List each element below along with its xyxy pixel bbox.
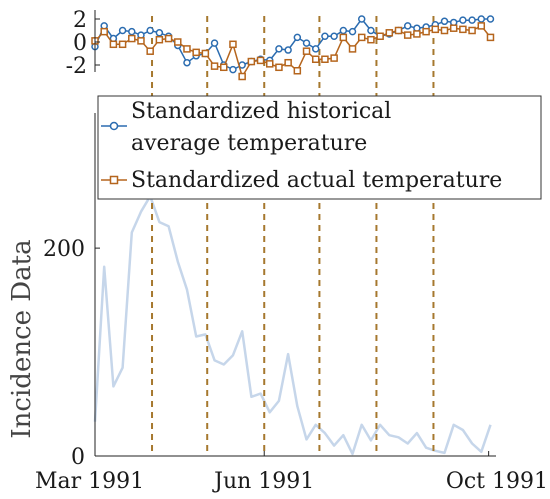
actual-temp-point: [275, 63, 283, 72]
actual-temp-point: [413, 30, 421, 38]
actual-temp-point: [155, 35, 164, 44]
actual-temp-point: [394, 26, 403, 35]
temperature-y-tick-label: -2: [66, 54, 87, 79]
historical-temp-point: [311, 45, 320, 53]
actual-temp-point: [201, 49, 210, 58]
historical-temp-point: [302, 39, 311, 47]
actual-temp-point: [302, 47, 311, 55]
incidence-line: [93, 194, 492, 456]
historical-temp-point: [348, 27, 357, 36]
actual-temp-line: [94, 25, 492, 78]
actual-temp-point: [256, 56, 265, 65]
actual-temp-point: [422, 27, 430, 36]
historical-temp-point: [284, 46, 292, 54]
event-markers: [151, 16, 435, 456]
actual-temp-point: [357, 33, 366, 42]
x-tick-label: Jun 1991: [212, 469, 314, 494]
incidence-y-tick-label: 200: [43, 237, 85, 262]
actual-temp-point: [192, 48, 200, 57]
temperature-plot: [91, 15, 495, 81]
historical-temp-line: [94, 18, 491, 71]
actual-temp-point: [321, 55, 329, 63]
actual-temp-point: [284, 58, 292, 67]
actual-temp-point: [385, 29, 394, 37]
actual-temp-point: [164, 34, 173, 43]
actual-temp-point: [348, 45, 357, 53]
legend-box: [97, 95, 542, 200]
historical-temp-point: [339, 26, 348, 35]
actual-temp-point: [293, 67, 302, 75]
historical-temp-point: [229, 65, 237, 74]
actual-temp-point: [449, 24, 458, 32]
x-tick-label: Oct 1991: [446, 469, 548, 494]
historical-temp-point: [155, 29, 164, 37]
actual-temp-point: [100, 27, 108, 36]
incidence-y-tick-label: 0: [71, 445, 85, 470]
legend-marker-actual: [109, 175, 119, 185]
actual-temp-point: [477, 22, 486, 30]
actual-temp-point: [330, 54, 338, 62]
historical-temp-point: [403, 22, 412, 30]
actual-temp-point: [118, 40, 127, 49]
historical-temp-point: [183, 58, 191, 67]
actual-temp-point: [220, 63, 228, 72]
actual-temp-point: [174, 38, 182, 46]
actual-temp-point: [486, 33, 495, 42]
actual-temp-point: [311, 55, 320, 63]
temperature-y-tick-label: 2: [73, 8, 87, 33]
actual-temp-point: [229, 40, 237, 49]
actual-temp-point: [183, 45, 191, 53]
historical-temp-point: [468, 16, 476, 24]
historical-temp-point: [477, 15, 486, 23]
actual-temp-point: [137, 37, 145, 45]
historical-temp-point: [440, 17, 449, 26]
actual-temp-point: [376, 32, 384, 40]
actual-temp-point: [146, 47, 154, 55]
legend-marker-historical: [109, 121, 119, 131]
actual-temp-point: [440, 26, 449, 35]
actual-temp-point: [210, 62, 219, 70]
historical-temp-point: [275, 45, 283, 53]
legend-label-historical-line2: average temperature: [131, 131, 367, 156]
actual-temp-point: [128, 34, 136, 43]
actual-temp-point: [468, 26, 476, 35]
y-axis-label: Incidence Data: [7, 239, 37, 438]
legend-label-actual: Standardized actual temperature: [131, 168, 502, 193]
temperature-y-tick-label: 0: [73, 31, 87, 56]
historical-temp-point: [293, 33, 302, 42]
actual-temp-point: [339, 33, 348, 42]
historical-temp-point: [321, 32, 329, 40]
historical-temp-point: [459, 16, 467, 24]
actual-temp-point: [109, 40, 118, 49]
actual-temp-point: [431, 25, 440, 34]
historical-temp-point: [118, 26, 127, 35]
historical-temp-point: [146, 26, 154, 35]
actual-temp-point: [367, 35, 375, 44]
historical-temp-point: [486, 15, 495, 23]
actual-temp-point: [265, 60, 274, 68]
historical-temp-point: [330, 32, 338, 40]
historical-temp-point: [367, 26, 375, 35]
x-tick-label: Mar 1991: [35, 469, 144, 494]
actual-temp-point: [238, 72, 246, 81]
legend: Standardized historical average temperat…: [97, 95, 542, 200]
historical-temp-point: [357, 15, 366, 23]
historical-temp-point: [128, 27, 136, 36]
actual-temp-point: [403, 31, 412, 39]
legend-label-historical-line1: Standardized historical: [131, 99, 391, 124]
actual-temp-point: [459, 25, 467, 34]
actual-temp-point: [247, 57, 256, 66]
incidence-plot: [93, 194, 492, 456]
historical-temp-point: [210, 39, 219, 47]
